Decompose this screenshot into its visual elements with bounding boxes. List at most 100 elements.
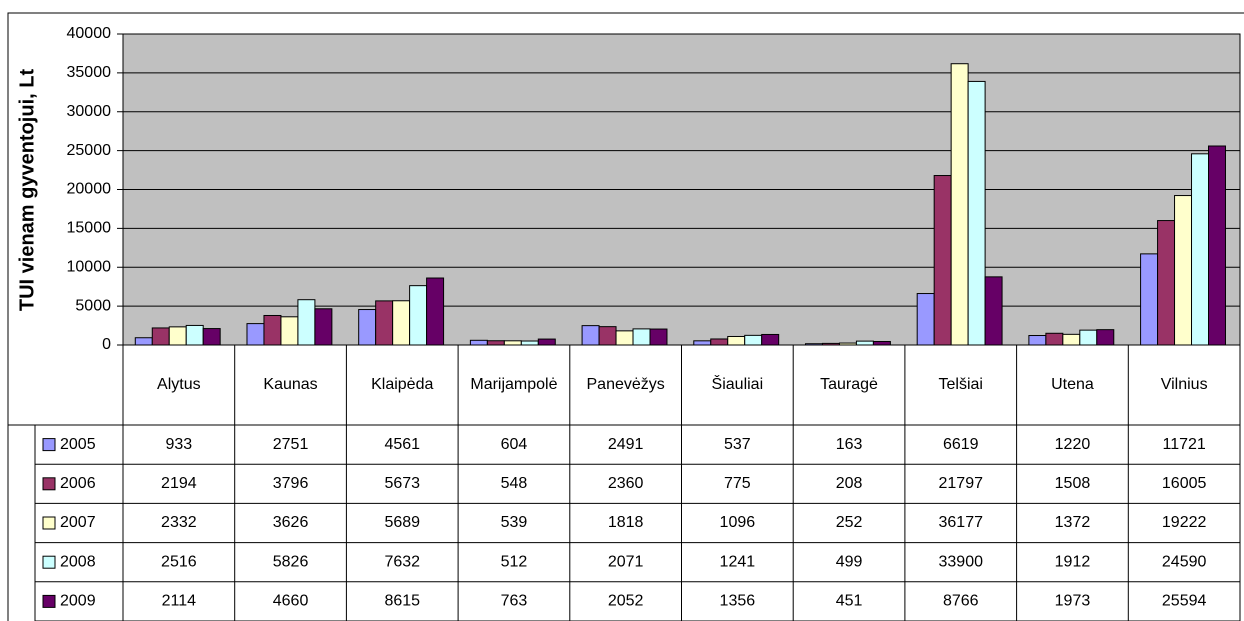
table-value: 3626 bbox=[273, 514, 309, 531]
category-cell: Telšiai bbox=[938, 376, 983, 393]
table-value: 11721 bbox=[1162, 436, 1205, 453]
bar bbox=[202, 328, 221, 346]
table-value: 2052 bbox=[608, 593, 644, 610]
table-value: 512 bbox=[501, 553, 528, 570]
bar bbox=[151, 327, 170, 346]
y-axis-label: TUI vienam gyventojui, Lt bbox=[16, 69, 38, 312]
bar bbox=[632, 328, 651, 346]
bar bbox=[280, 316, 299, 346]
y-tick-label: 40000 bbox=[67, 25, 112, 42]
bar bbox=[134, 337, 153, 346]
table-value: 2751 bbox=[273, 436, 309, 453]
table-value: 252 bbox=[836, 514, 863, 531]
category-cell: Klaipėda bbox=[371, 376, 434, 393]
table-value: 451 bbox=[836, 593, 863, 610]
x-tick-label: Utena bbox=[1051, 376, 1094, 393]
bar bbox=[1062, 333, 1081, 346]
table-value: 4660 bbox=[273, 593, 309, 610]
bar bbox=[1028, 335, 1047, 346]
legend-label: 2007 bbox=[60, 514, 96, 531]
legend-label: 2009 bbox=[60, 593, 96, 610]
category-cell: Utena bbox=[1051, 376, 1094, 393]
category-cell: Kaunas bbox=[263, 376, 318, 393]
bar bbox=[392, 300, 411, 346]
table-value: 933 bbox=[165, 436, 192, 453]
y-tick-label: 30000 bbox=[67, 103, 112, 120]
table-value: 24590 bbox=[1162, 553, 1207, 570]
legend-label: 2005 bbox=[60, 436, 96, 453]
category-cell: Tauragė bbox=[820, 376, 878, 393]
table-value: 21797 bbox=[939, 475, 984, 492]
table-value: 2114 bbox=[162, 593, 197, 610]
bar bbox=[1157, 220, 1176, 346]
bar bbox=[761, 333, 780, 346]
legend-key bbox=[42, 438, 56, 452]
table-value: 2360 bbox=[608, 475, 644, 492]
table-value: 36177 bbox=[939, 514, 984, 531]
bar bbox=[967, 80, 986, 346]
bar bbox=[1140, 253, 1159, 346]
bar bbox=[598, 326, 617, 346]
x-tick-label: Marijampolė bbox=[470, 376, 558, 393]
bar bbox=[426, 277, 445, 346]
table-value: 1356 bbox=[720, 593, 756, 610]
x-tick-label: Vilnius bbox=[1160, 376, 1208, 393]
table-value: 1220 bbox=[1055, 436, 1091, 453]
bar bbox=[1191, 153, 1210, 346]
legend-label: 2006 bbox=[60, 475, 96, 492]
table-value: 5689 bbox=[384, 514, 420, 531]
bar bbox=[1045, 332, 1064, 346]
table-value: 2491 bbox=[608, 436, 644, 453]
bar bbox=[246, 323, 265, 346]
category-cell: Šiauliai bbox=[711, 376, 764, 393]
bar bbox=[727, 335, 746, 346]
x-tick-label: Šiauliai bbox=[711, 376, 764, 393]
x-tick-label: Klaipėda bbox=[371, 376, 434, 393]
y-tick-label: 35000 bbox=[67, 64, 112, 81]
bar bbox=[950, 63, 969, 346]
legend-key bbox=[42, 555, 56, 569]
bar bbox=[916, 293, 935, 346]
table-value: 1818 bbox=[608, 514, 644, 531]
table-value: 499 bbox=[836, 553, 863, 570]
bar bbox=[933, 175, 952, 346]
bar bbox=[409, 285, 428, 346]
y-tick-label: 0 bbox=[102, 336, 111, 353]
table-value: 1096 bbox=[720, 514, 756, 531]
table-value: 5826 bbox=[273, 553, 309, 570]
table-value: 1372 bbox=[1055, 514, 1091, 531]
bar bbox=[615, 330, 634, 346]
table-value: 2332 bbox=[161, 514, 197, 531]
table-value: 8615 bbox=[384, 593, 420, 610]
x-tick-label: Telšiai bbox=[938, 376, 983, 393]
table-value: 16005 bbox=[1162, 475, 1207, 492]
bar bbox=[358, 309, 377, 346]
category-cell: Panevėžys bbox=[587, 376, 665, 393]
legend-key bbox=[42, 594, 56, 608]
bar bbox=[263, 314, 282, 346]
bar bbox=[185, 324, 204, 346]
x-tick-label: Tauragė bbox=[820, 376, 878, 393]
table-value: 604 bbox=[501, 436, 528, 453]
table-value: 3796 bbox=[273, 475, 309, 492]
x-tick-label: Alytus bbox=[157, 376, 201, 393]
table-value: 1912 bbox=[1055, 553, 1091, 570]
bar bbox=[1096, 329, 1115, 346]
legend-label: 2008 bbox=[60, 553, 96, 570]
y-tick-label: 10000 bbox=[67, 258, 112, 275]
y-tick-label: 20000 bbox=[67, 181, 112, 198]
category-cell: Alytus bbox=[157, 376, 201, 393]
bar bbox=[1208, 145, 1226, 346]
table-value: 775 bbox=[724, 475, 751, 492]
table-value: 1973 bbox=[1055, 593, 1091, 610]
category-cell: Marijampolė bbox=[470, 376, 558, 393]
y-tick-label: 25000 bbox=[67, 142, 112, 159]
chart-frame bbox=[7, 12, 1244, 621]
table-value: 6619 bbox=[943, 436, 979, 453]
x-tick-label: Kaunas bbox=[263, 376, 318, 393]
bar bbox=[537, 338, 556, 346]
y-tick-label: 5000 bbox=[75, 297, 111, 314]
bar bbox=[872, 340, 891, 346]
table-value: 5673 bbox=[384, 475, 420, 492]
